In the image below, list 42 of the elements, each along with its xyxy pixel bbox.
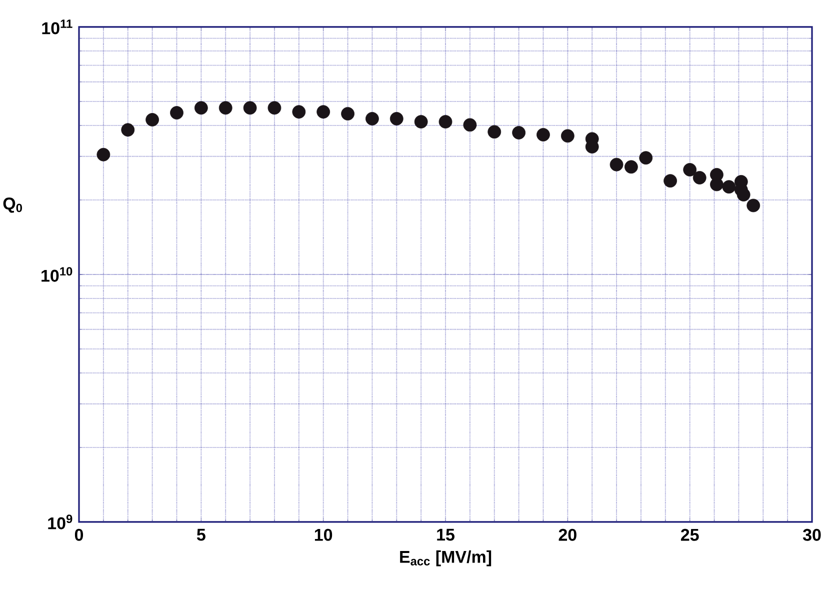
- point: [390, 112, 404, 126]
- point: [746, 198, 760, 212]
- point: [692, 171, 706, 184]
- point: [736, 188, 750, 202]
- point: [268, 101, 282, 115]
- point: [121, 123, 135, 137]
- point: [170, 106, 184, 120]
- point: [194, 101, 208, 115]
- x-tick-label: 0: [74, 528, 84, 541]
- point: [292, 105, 306, 119]
- point: [683, 163, 697, 176]
- y-tick-label: 10$^{11}$: [42, 20, 72, 34]
- x-axis-title: E$_{acc}$ [MV/m]: [400, 550, 492, 566]
- point: [146, 113, 159, 126]
- y-axis-title: Q$_{0}$: [3, 198, 22, 213]
- point: [463, 118, 477, 132]
- point: [710, 178, 724, 192]
- point: [560, 129, 574, 143]
- x-tick-label: 10: [314, 528, 332, 541]
- x-tick-label: 20: [558, 528, 576, 541]
- x-tick-label: 25: [680, 528, 699, 541]
- point: [414, 115, 428, 128]
- point: [664, 174, 677, 188]
- point: [243, 101, 257, 115]
- point: [722, 180, 736, 194]
- point: [536, 128, 550, 142]
- x-tick-label: 5: [196, 528, 206, 541]
- y-tick-label: 10$^{10}$: [42, 267, 72, 282]
- point: [96, 148, 110, 162]
- y-tick-label: 10$^{9}$: [48, 514, 72, 530]
- point: [316, 105, 330, 119]
- point: [639, 151, 653, 165]
- point: [438, 115, 452, 128]
- point: [341, 107, 354, 120]
- point: [624, 160, 638, 174]
- point: [512, 126, 526, 140]
- point: [218, 101, 232, 115]
- x-tick-label: 15: [437, 528, 454, 541]
- point: [610, 158, 624, 172]
- x-tick-label: 30: [802, 528, 821, 541]
- point: [488, 125, 502, 139]
- point: [366, 112, 379, 126]
